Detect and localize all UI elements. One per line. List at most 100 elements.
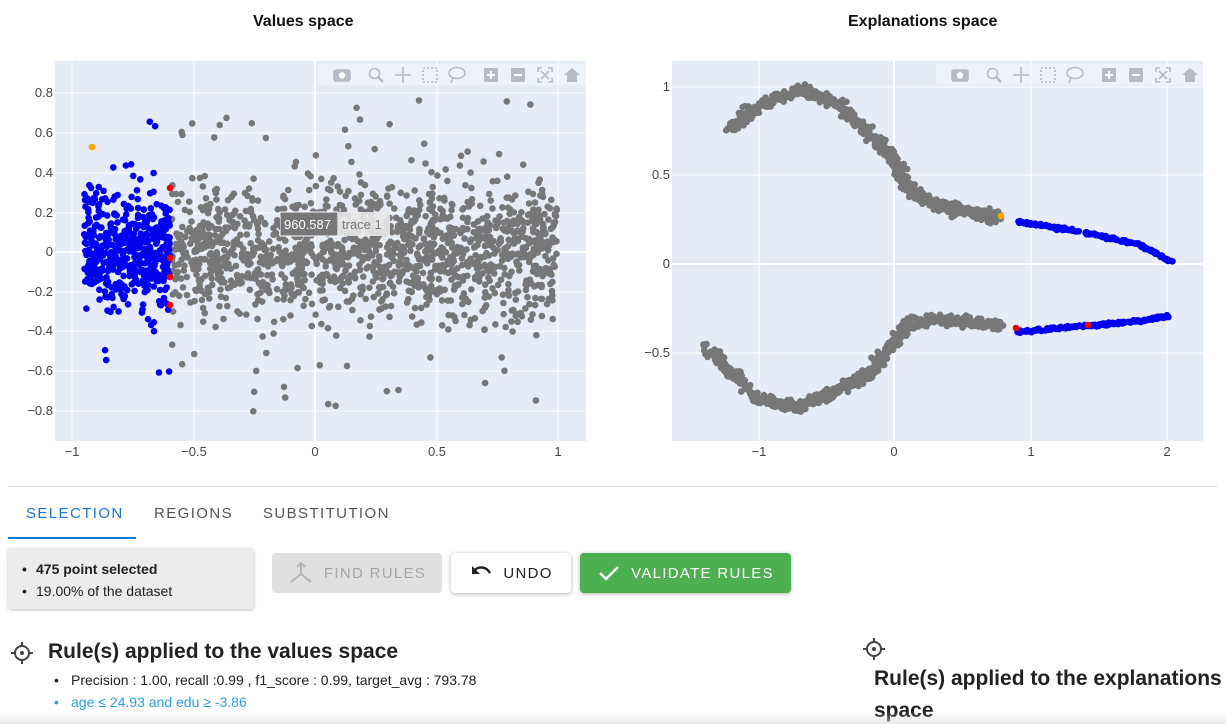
values-space-plot[interactable]: −1 −0.5 0 0.5 1 0.8 0.6 0.4 0.2 0 −0.2 −0.4 −0.6 −0.8…: [0, 56, 600, 466]
data-point: [415, 206, 423, 214]
data-point: [432, 211, 439, 219]
data-point: [254, 291, 261, 298]
data-point: [281, 394, 289, 401]
data-point: [509, 221, 516, 228]
pan-icon[interactable]: [1013, 67, 1029, 83]
box-select-icon[interactable]: [1040, 67, 1056, 83]
zoom-out-icon[interactable]: [511, 68, 525, 82]
tab-regions[interactable]: REGIONS: [154, 505, 233, 522]
data-point: [341, 126, 349, 133]
data-point: [268, 271, 276, 279]
data-point: [490, 270, 498, 277]
camera-icon[interactable]: [333, 69, 351, 82]
data-point: [503, 249, 511, 257]
lasso-icon[interactable]: [448, 66, 466, 84]
data-point: [224, 284, 232, 292]
data-point: [369, 252, 376, 259]
data-point: [342, 267, 349, 274]
zoom-icon[interactable]: [986, 67, 1002, 83]
data-point: [896, 168, 903, 176]
data-point: [199, 304, 207, 312]
data-point: [755, 100, 763, 107]
data-point: [434, 229, 441, 236]
y-tick-label: −0.6: [27, 363, 53, 378]
data-point: [461, 235, 468, 242]
data-point: [340, 206, 348, 214]
data-point: [485, 268, 493, 275]
data-point: [343, 362, 351, 370]
data-point: [500, 299, 507, 307]
data-point: [460, 290, 468, 297]
data-point: [273, 295, 281, 303]
pan-icon[interactable]: [395, 67, 411, 83]
values-plot-modebar[interactable]: [318, 64, 586, 85]
data-point: [270, 318, 278, 326]
explanations-plot-points[interactable]: [700, 81, 1176, 416]
home-icon[interactable]: [564, 68, 580, 82]
camera-icon[interactable]: [951, 69, 969, 82]
data-point: [457, 152, 465, 160]
zoom-icon[interactable]: [368, 67, 384, 83]
selected-point: [141, 288, 149, 296]
data-point: [345, 262, 353, 269]
zoom-in-icon[interactable]: [484, 68, 498, 82]
selected-point: [115, 240, 122, 248]
data-point: [405, 262, 413, 269]
rule-condition[interactable]: age ≤ 24.93 and edu ≥ -3.86: [52, 691, 476, 713]
tab-substitution[interactable]: SUBSTITUTION: [263, 505, 390, 522]
data-point: [871, 356, 878, 363]
explanations-plot-modebar[interactable]: [936, 64, 1204, 85]
data-point: [481, 261, 488, 269]
data-point: [216, 209, 223, 216]
data-point: [247, 205, 255, 213]
data-point: [266, 238, 273, 245]
autoscale-icon[interactable]: [537, 67, 553, 83]
data-point: [819, 392, 827, 400]
data-point: [377, 267, 385, 275]
data-point: [553, 205, 560, 212]
data-point: [405, 206, 413, 213]
selected-point: [84, 205, 92, 213]
data-point: [234, 308, 241, 315]
zoom-in-icon[interactable]: [1102, 68, 1116, 82]
data-point: [479, 307, 486, 315]
error-point: [166, 301, 174, 309]
selected-point: [95, 183, 102, 191]
data-point: [482, 302, 490, 309]
home-icon[interactable]: [1182, 68, 1198, 82]
selected-point: [1074, 228, 1081, 235]
data-point: [424, 292, 431, 300]
selected-point: [84, 231, 92, 239]
data-point: [327, 187, 334, 194]
data-point: [485, 190, 493, 198]
data-point: [727, 368, 735, 376]
data-point: [192, 286, 199, 294]
data-point: [295, 201, 303, 209]
data-point: [215, 265, 223, 273]
data-point: [471, 275, 479, 283]
selected-point: [162, 233, 169, 241]
zoom-out-icon[interactable]: [1129, 68, 1143, 82]
selected-point: [1045, 326, 1053, 334]
box-select-icon[interactable]: [422, 67, 438, 83]
find-rules-button[interactable]: FIND RULES: [272, 553, 442, 593]
data-point: [464, 272, 471, 280]
selected-point: [1095, 232, 1103, 240]
data-point: [179, 223, 186, 231]
data-point: [411, 304, 419, 312]
data-point: [215, 225, 223, 233]
data-point: [174, 198, 182, 206]
autoscale-icon[interactable]: [1155, 67, 1171, 83]
values-plot-points[interactable]: [80, 97, 560, 415]
data-point: [245, 185, 253, 192]
data-point: [428, 256, 436, 264]
undo-button[interactable]: UNDO: [451, 553, 571, 593]
data-point: [546, 205, 554, 212]
data-point: [530, 262, 538, 270]
data-point: [208, 264, 216, 271]
data-point: [366, 322, 374, 330]
lasso-icon[interactable]: [1066, 66, 1084, 84]
validate-rules-button[interactable]: VALIDATE RULES: [580, 553, 791, 593]
tab-selection[interactable]: SELECTION: [26, 505, 124, 522]
explanations-space-plot[interactable]: −1 0 1 2 1 0.5 0 −0.5: [600, 56, 1220, 466]
